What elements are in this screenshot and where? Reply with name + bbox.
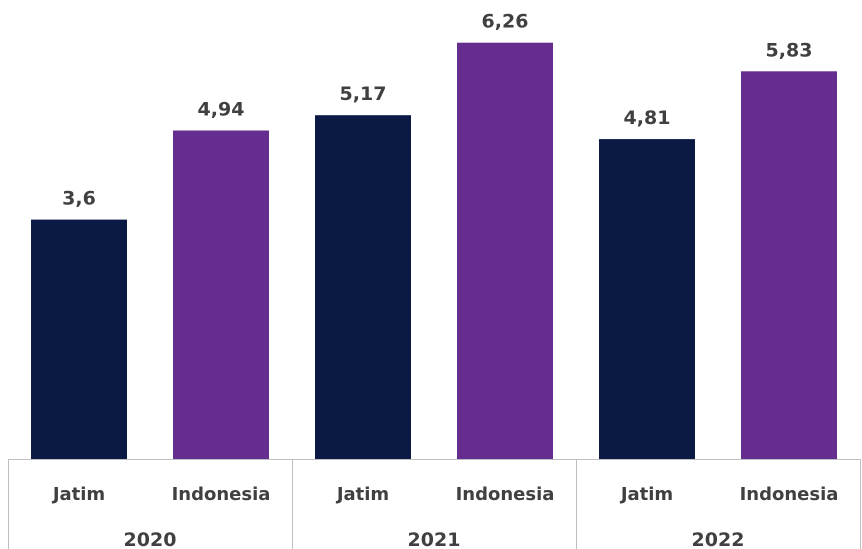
category-tick-label: Jatim — [335, 484, 389, 505]
bar-2021-indonesia — [457, 42, 553, 459]
category-tick-label: Jatim — [619, 484, 673, 505]
bars-layer — [31, 42, 837, 460]
bar-2021-jatim — [315, 115, 411, 459]
year-group-label: 2020 — [124, 529, 177, 549]
category-tick-label: Jatim — [51, 484, 105, 505]
bar-2022-jatim — [599, 139, 695, 459]
data-label: 6,26 — [482, 11, 529, 33]
category-tick-label: Indonesia — [456, 484, 555, 505]
bar-2020-jatim — [31, 219, 127, 459]
data-label: 4,81 — [624, 107, 671, 129]
year-group-label: 2021 — [408, 529, 461, 549]
value-labels-layer: 3,6 4,94 5,17 6,26 4,81 5,83 — [62, 11, 812, 210]
data-label: 5,83 — [766, 39, 813, 61]
data-label: 3,6 — [62, 188, 96, 210]
bar-2020-indonesia — [173, 130, 269, 459]
category-tick-label: Indonesia — [172, 484, 271, 505]
category-tick-label: Indonesia — [740, 484, 839, 505]
bar-2022-indonesia — [741, 71, 837, 460]
year-group-label: 2022 — [692, 529, 745, 549]
data-label: 5,17 — [340, 83, 387, 105]
category-axis: Jatim Indonesia 2020 Jatim Indonesia 2021 Jati… — [8, 459, 861, 549]
data-label: 4,94 — [198, 99, 245, 121]
